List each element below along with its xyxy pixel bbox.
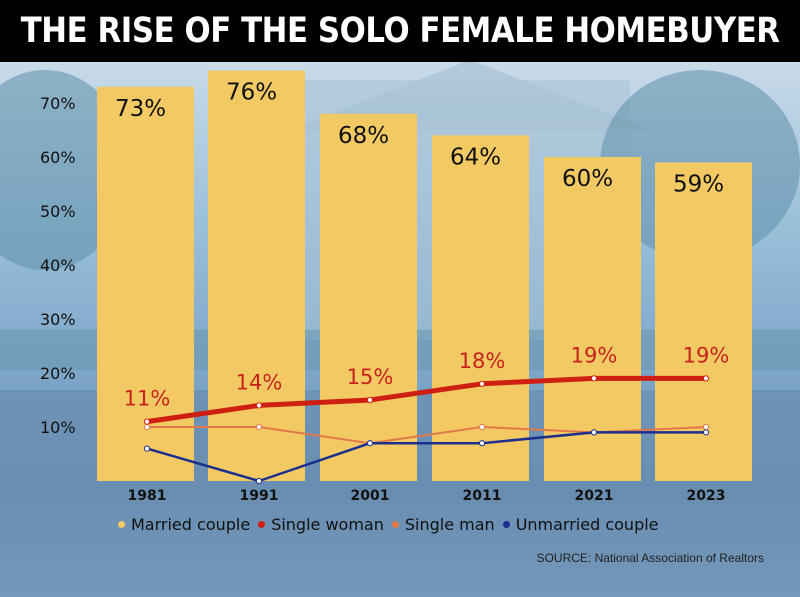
legend-marker-single-woman — [258, 520, 266, 528]
single-woman-value-label: 15% — [347, 365, 394, 389]
legend-item-married-couple: Married couple — [118, 515, 250, 534]
point-unmarried-couple — [702, 429, 710, 436]
point-unmarried-couple — [590, 429, 598, 436]
x-tick-label: 2001 — [351, 488, 390, 504]
legend-marker-unmarried-couple — [502, 520, 510, 528]
point-unmarried-couple — [255, 477, 263, 485]
point-single-woman — [143, 418, 151, 425]
y-tick-label: 30% — [40, 310, 76, 329]
point-unmarried-couple — [478, 440, 486, 447]
x-tick-label: 1981 — [128, 488, 167, 504]
point-single-man — [143, 423, 151, 431]
point-unmarried-couple — [143, 445, 151, 452]
legend-marker-married-couple — [118, 520, 125, 528]
single-woman-value-label: 19% — [571, 343, 618, 367]
legend-marker-single-man — [391, 520, 399, 528]
x-tick-label: 1991 — [240, 488, 279, 504]
source-note: SOURCE: National Association of Realtors — [536, 551, 764, 565]
chart-title: THE RISE OF THE SOLO FEMALE HOMEBUYER — [20, 11, 780, 51]
bar-value-label: 64% — [450, 144, 501, 170]
y-tick-label: 70% — [40, 94, 76, 113]
point-single-woman — [255, 402, 263, 409]
line-unmarried-couple — [145, 431, 708, 483]
legend-label-unmarried-couple: Unmarried couple — [515, 514, 659, 534]
y-tick-label: 20% — [40, 364, 76, 383]
bar-married-couple — [320, 113, 417, 482]
point-single-man — [478, 423, 486, 431]
y-tick-label: 60% — [40, 148, 76, 167]
legend-item-single-woman: Single woman — [258, 515, 384, 534]
legend-label-single-man: Single man — [404, 514, 495, 534]
point-single-man — [702, 423, 710, 431]
bar-value-label: 59% — [673, 171, 724, 197]
point-single-man — [255, 423, 263, 431]
point-single-woman — [366, 396, 374, 404]
single-woman-value-label: 19% — [683, 343, 730, 367]
x-tick-label: 2023 — [687, 488, 726, 504]
bar-married-couple — [208, 70, 305, 481]
bar-value-label: 60% — [562, 166, 613, 192]
point-single-woman — [590, 375, 598, 382]
x-tick-label: 2021 — [575, 488, 614, 504]
legend: Married couple Single woman Single man U… — [118, 512, 663, 536]
bar-married-couple — [544, 157, 641, 481]
line-single-woman — [144, 375, 709, 425]
legend-item-single-man: Single man — [391, 514, 495, 534]
legend-label-married-couple: Married couple — [131, 514, 251, 534]
bar-married-couple — [432, 135, 529, 481]
y-tick-label: 50% — [40, 202, 76, 221]
y-tick-label: 40% — [40, 256, 76, 275]
bar-value-label: 73% — [115, 96, 166, 122]
point-single-woman — [478, 380, 486, 387]
single-woman-value-label: 14% — [236, 370, 283, 394]
bar-value-label: 68% — [338, 123, 389, 149]
legend-item-unmarried-couple: Unmarried couple — [502, 514, 659, 534]
point-unmarried-couple — [366, 440, 374, 447]
y-tick-label: 10% — [40, 418, 76, 437]
single-woman-value-label: 11% — [124, 387, 171, 411]
x-tick-label: 2011 — [463, 488, 502, 504]
bar-value-label: 76% — [226, 80, 277, 106]
single-woman-value-label: 18% — [459, 349, 506, 373]
point-single-woman — [702, 375, 710, 382]
legend-label-single-woman: Single woman — [271, 514, 384, 534]
title-bar: THE RISE OF THE SOLO FEMALE HOMEBUYER — [0, 0, 800, 62]
